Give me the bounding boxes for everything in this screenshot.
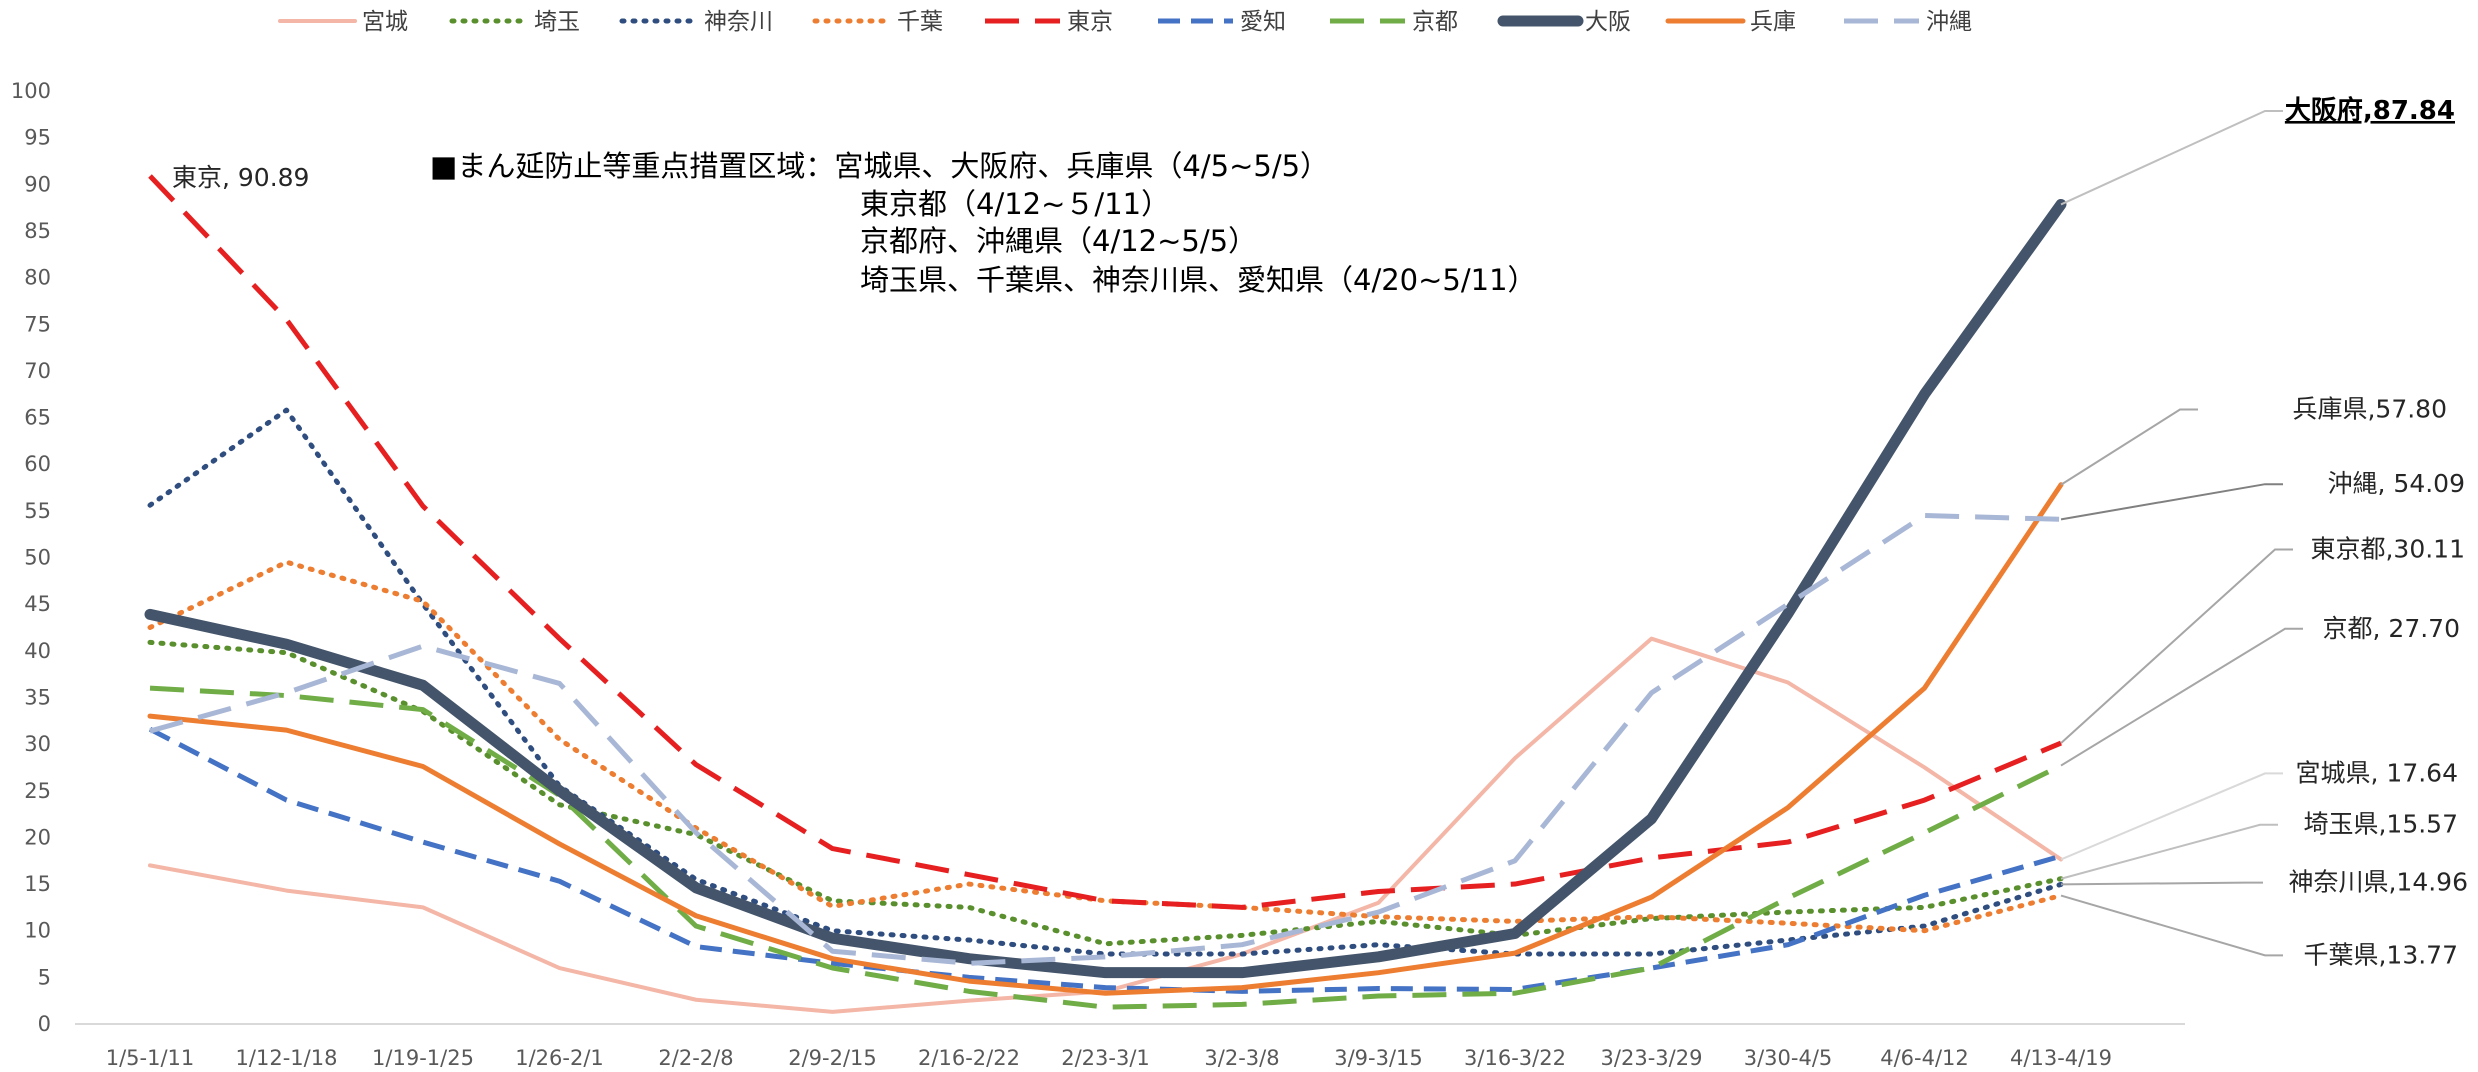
x-tick-label: 1/26-2/1 [515,1046,604,1070]
y-tick-label: 65 [24,406,51,430]
series-line-千葉 [147,559,2064,934]
y-tick-label: 20 [24,825,51,849]
callout-leader-line [2060,627,2303,767]
series-line-大阪 [144,198,2067,979]
y-tick-label: 60 [24,452,51,476]
x-tick-label: 2/9-2/15 [788,1046,877,1070]
y-tick-label: 35 [24,685,51,709]
x-tick-label: 2/23-3/1 [1061,1046,1150,1070]
note-line: 東京都（4/12~５/11） [860,187,1170,221]
y-tick-label: 15 [24,872,51,896]
y-tick-label: 80 [24,266,51,290]
legend-label: 京都 [1412,9,1458,35]
callout-leader-line [2060,823,2278,880]
legend-label: 千葉 [897,9,943,35]
note-line: 埼玉県、千葉県、神奈川県、愛知県（4/20~5/11） [860,263,1537,297]
y-tick-label: 55 [24,499,51,523]
x-tick-label: 1/19-1/25 [372,1046,474,1070]
callout-leader-line [2060,109,2283,206]
y-tick-label: 90 [24,172,51,196]
y-tick-label: 85 [24,219,51,243]
series-line-神奈川 [147,407,2064,957]
callout-label: 京都, 27.70 [2323,614,2460,643]
start-data-label: 東京, 90.89 [172,163,309,192]
x-tick-label: 4/13-4/19 [2010,1046,2112,1070]
legend: 宮城 埼玉 神奈川 千葉 東京 愛知 京都 大阪 兵庫 沖縄 [278,9,1972,35]
callout-label: 沖縄, 54.09 [2328,469,2465,498]
callout-leader-line [2060,772,2283,861]
x-tick-label: 3/2-3/8 [1204,1046,1279,1070]
callout-label: 千葉県,13.77 [2303,940,2458,969]
legend-label: 宮城 [362,9,408,35]
x-tick-label: 3/16-3/22 [1464,1046,1566,1070]
note-line: 京都府、沖縄県（4/12~5/5） [860,224,1257,258]
y-tick-label: 75 [24,312,51,336]
callout-leader-line [2060,548,2293,744]
y-tick-label: 5 [38,965,51,989]
x-tick-label: 2/16-2/22 [918,1046,1020,1070]
series-layer [144,174,2067,1014]
x-tick-label: 3/9-3/15 [1334,1046,1423,1070]
series-line-埼玉 [147,639,2064,947]
callout-label: 神奈川県,14.96 [2288,868,2468,897]
x-tick-label: 2/2-2/8 [658,1046,733,1070]
legend-label: 愛知 [1240,9,1286,35]
legend-label: 沖縄 [1926,9,1972,35]
callout-label: 埼玉県,15.57 [2303,810,2458,839]
y-tick-label: 0 [38,1012,51,1036]
callout-label: 東京都,30.11 [2310,535,2465,564]
x-tick-label: 1/12-1/18 [236,1046,338,1070]
y-tick-label: 70 [24,359,51,383]
y-tick-label: 40 [24,639,51,663]
callout-leader-line [2060,408,2198,486]
y-tick-label: 100 [11,79,51,103]
callout-label: 兵庫県,57.80 [2292,395,2447,424]
legend-label: 大阪 [1585,9,1631,35]
series-line-沖縄 [149,513,2062,966]
callout-leader-line [2060,881,2263,886]
y-tick-label: 50 [24,546,51,570]
x-tick-label: 1/5-1/11 [106,1046,195,1070]
x-axis: 1/5-1/11 1/12-1/18 1/19-1/25 1/26-2/1 2/2-2/… [106,1046,2112,1070]
callout-label: 大阪府,87.84 [2285,95,2455,126]
annotation-note: ■まん延防止等重点措置区域：宮城県、大阪府、兵庫県（4/5~5/5） 東京都（4/… [430,149,1537,297]
y-tick-label: 95 [24,126,51,150]
x-tick-label: 3/30-4/5 [1744,1046,1833,1070]
note-line: ■まん延防止等重点措置区域：宮城県、大阪府、兵庫県（4/5~5/5） [430,149,1329,183]
callout-leader-line [2060,894,2283,957]
y-axis: 0 5 10 15 20 25 30 35 40 45 50 55 60 65 70 75 80 85 90 95 10… [11,79,2185,1036]
series-line-京都 [149,685,2063,1010]
callout-label: 宮城県, 17.64 [2296,758,2458,787]
x-tick-label: 4/6-4/12 [1880,1046,1969,1070]
y-tick-label: 10 [24,919,51,943]
x-tick-label: 3/23-3/29 [1601,1046,1703,1070]
legend-label: 兵庫 [1750,9,1796,35]
callout-leader-line [2060,483,2283,521]
y-tick-label: 25 [24,779,51,803]
series-line-兵庫 [147,482,2064,996]
legend-label: 神奈川 [704,9,773,35]
series-line-愛知 [148,726,2062,994]
callout-layer: 東京, 90.89 大阪府,87.84 兵庫県,57.80 沖縄, 54.09 東京都,… [172,95,2468,969]
legend-label: 東京 [1067,9,1113,35]
y-tick-label: 30 [24,732,51,756]
legend-label: 埼玉 [534,9,580,35]
y-tick-label: 45 [24,592,51,616]
